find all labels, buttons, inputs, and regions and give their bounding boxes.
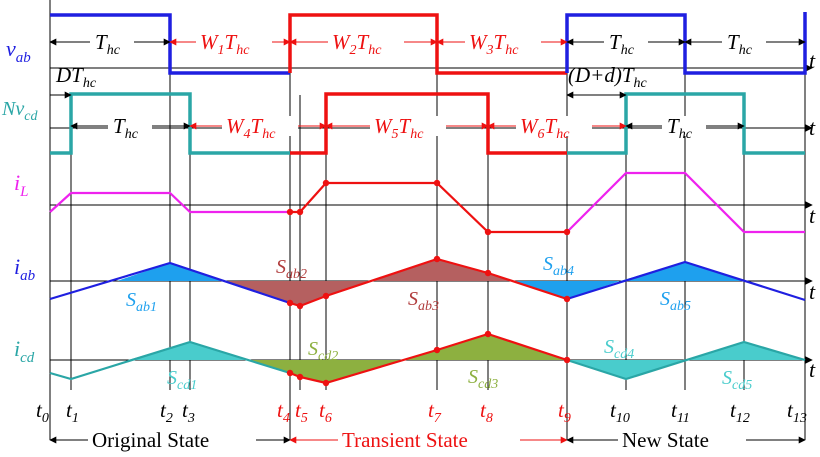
t4-label: t4 (277, 398, 290, 426)
time-reference-lines (49, 0, 806, 440)
iab-t-label: t (809, 279, 816, 304)
vab-w1-label: W1Thc (200, 30, 250, 58)
iab-new-segment (566, 260, 806, 302)
nvcd-label: Nvcd (1, 98, 38, 124)
sab5-label: Sab5 (660, 288, 691, 314)
il-label: iL (14, 170, 28, 200)
original-state-label: Original State (92, 428, 209, 452)
vab-thc-1: Thc (95, 30, 121, 58)
sab2-label: Sab2 (276, 256, 307, 282)
d-plus-d-thc-label: (D+d)Thc (568, 63, 648, 91)
vab-transient-segment (288, 13, 567, 75)
scd5-area (685, 342, 805, 360)
d-thc-label: DThc (55, 63, 97, 91)
il-new-segment (566, 171, 805, 234)
nvcd-waveform (50, 92, 805, 155)
scd1-label: Scd1 (167, 367, 197, 393)
sab3-area (372, 259, 514, 281)
nvcd-w5-label: W5Thc (374, 114, 424, 142)
signal-labels: vab Nvcd iL iab icd (1, 36, 38, 366)
t0-label: t0 (36, 398, 49, 426)
icd-original-segment (49, 340, 291, 381)
sab1-label: Sab1 (126, 289, 157, 315)
scd2-label: Scd2 (308, 338, 338, 364)
nvcd-thc-2: Thc (667, 114, 693, 142)
t2-label: t2 (160, 398, 173, 426)
label-backgrounds (88, 32, 766, 450)
t1-label: t1 (66, 398, 79, 426)
icd-t-label: t (809, 357, 816, 382)
t10-label: t10 (610, 398, 630, 426)
scd2-area (251, 360, 402, 383)
sab4-area (514, 281, 620, 299)
vab-w2-label: W2Thc (332, 30, 382, 58)
t3-label: t3 (182, 398, 195, 426)
time-instant-labels: t0 t1 t2 t3 t4 t5 t6 t7 t8 t9 t10 t11 t1… (36, 398, 807, 426)
il-waveform (49, 171, 805, 234)
area-labels: Sab1 Sab2 Sab3 Sab4 Sab5 Scd1 Scd2 Scd3 … (126, 253, 752, 393)
transient-point-markers (286, 179, 571, 387)
t13-label: t13 (787, 398, 807, 426)
icd-new-segment (566, 340, 806, 381)
state-labels: Original State Transient State New State (92, 428, 709, 452)
sab4-label: Sab4 (543, 253, 574, 279)
scd3-area (402, 334, 567, 360)
sab1-area (117, 263, 223, 281)
scd4-area (567, 360, 685, 379)
t8-label: t8 (480, 398, 493, 426)
il-t-label: t (809, 203, 816, 228)
nvcd-w4-label: W4Thc (226, 114, 276, 142)
nvcd-t-label: t (809, 115, 816, 140)
vab-w3-label: W3Thc (469, 30, 519, 58)
shaded-areas (117, 259, 805, 383)
il-original-segment (49, 191, 290, 214)
nvcd-w6-label: W6Thc (520, 114, 570, 142)
scd1-area (128, 342, 251, 360)
vab-label: vab (6, 36, 31, 66)
vab-thc-2: Thc (609, 30, 635, 58)
t-axis-labels: t t t t t (809, 48, 816, 382)
t5-label: t5 (295, 398, 308, 426)
iab-label: iab (14, 254, 36, 284)
scd3-label: Scd3 (468, 366, 498, 392)
il-transient-segment (290, 181, 567, 234)
nvcd-new-segment (567, 92, 805, 155)
nvcd-original-segment (50, 92, 290, 155)
new-state-label: New State (622, 428, 709, 452)
t12-label: t12 (730, 398, 750, 426)
scd4-label: Scd4 (604, 336, 634, 362)
sab2-area (223, 281, 372, 306)
vab-duration-labels: Thc W1Thc W2Thc W3Thc Thc Thc (95, 30, 753, 58)
t9-label: t9 (558, 398, 571, 426)
transient-state-label: Transient State (342, 428, 468, 452)
duration-arrows (49, 38, 806, 444)
nvcd-transient-segment (290, 92, 567, 155)
sab3-label: Sab3 (408, 288, 439, 314)
nvcd-duration-labels: Thc W4Thc W5Thc W6Thc Thc (113, 114, 693, 142)
nvcd-thc-1: Thc (113, 114, 139, 142)
t7-label: t7 (428, 398, 442, 426)
t11-label: t11 (671, 398, 690, 426)
iab-original-segment (49, 261, 291, 305)
scd5-label: Scd5 (722, 367, 752, 393)
vab-t-label: t (809, 48, 816, 73)
time-axes (50, 64, 813, 364)
sab5-area (620, 262, 744, 281)
duty-labels: DThc (D+d)Thc (55, 63, 648, 91)
icd-label: icd (14, 336, 35, 366)
t6-label: t6 (319, 398, 332, 426)
vab-thc-3: Thc (727, 30, 753, 58)
